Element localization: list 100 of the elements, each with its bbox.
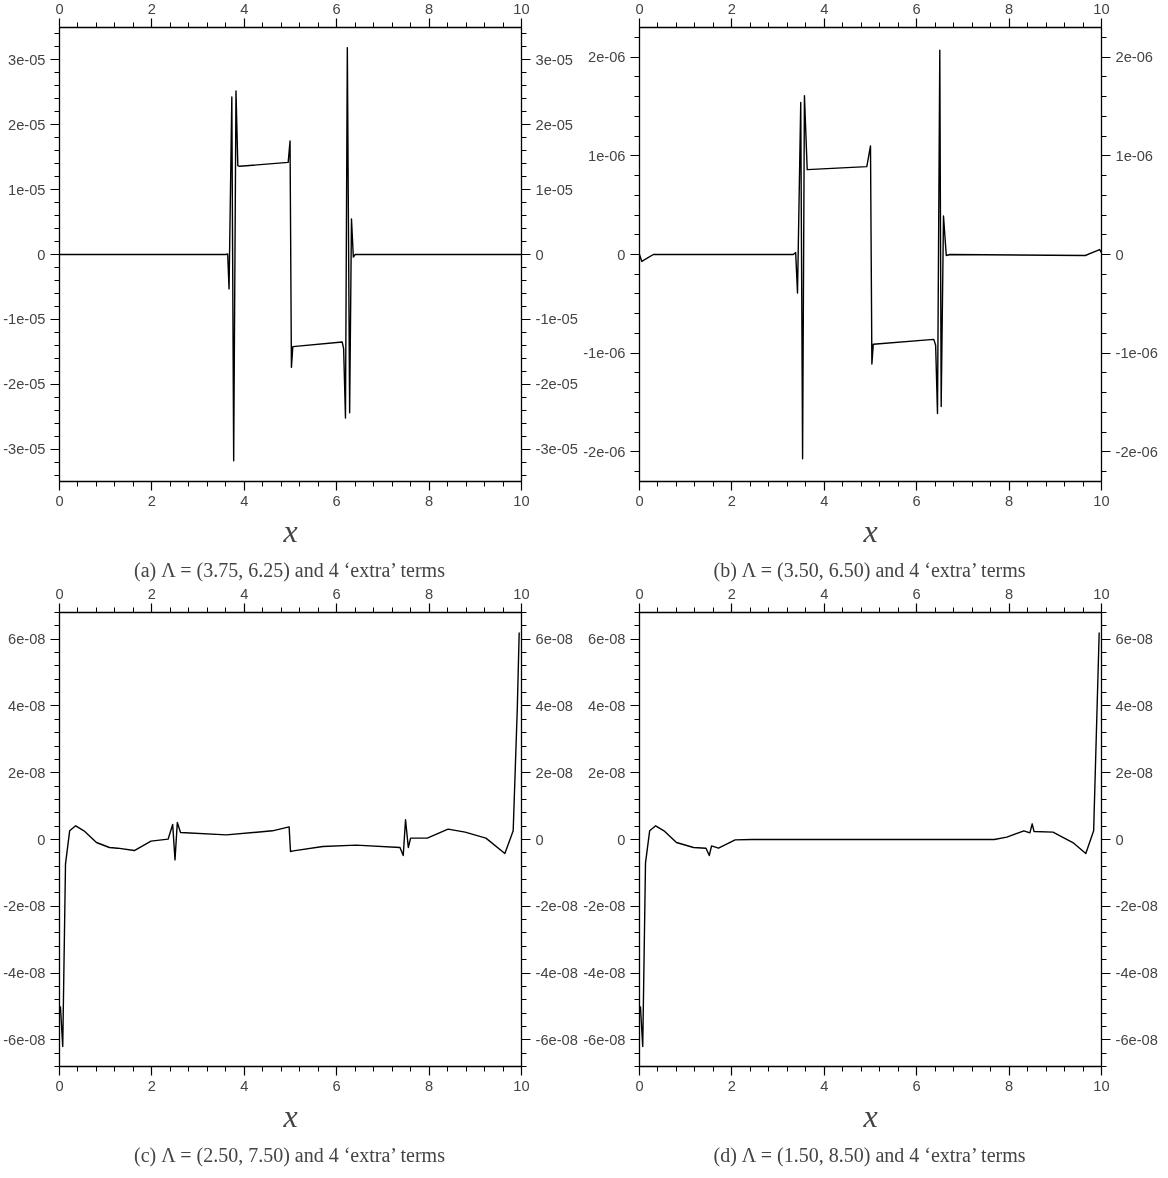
x-tick-label: 8 [1005, 0, 1014, 17]
y2-tick-label: 1e-05 [535, 181, 573, 198]
y2-tick-label: -2e-08 [1115, 898, 1158, 915]
y-tick-label: -3e-05 [3, 441, 46, 458]
x-tick-label: 0 [635, 0, 644, 17]
x2-tick-label: 10 [1093, 492, 1110, 509]
y-tick-label: -4e-08 [3, 965, 46, 982]
x2-tick-label: 6 [912, 492, 921, 509]
y2-tick-label: -3e-05 [535, 441, 578, 458]
x2-tick-label: 10 [513, 585, 530, 602]
y-tick-label: 1e-06 [588, 147, 626, 164]
x2-tick-label: 6 [332, 585, 341, 602]
y-tick-label: -2e-05 [3, 376, 46, 393]
y2-tick-label: -4e-08 [1115, 965, 1158, 982]
x2-tick-label: 0 [635, 492, 644, 509]
x2-tick-label: 2 [727, 492, 736, 509]
x2-tick-label: 4 [240, 492, 249, 509]
y2-tick-label: 4e-08 [535, 697, 573, 714]
y-tick-label: -2e-08 [583, 898, 626, 915]
x2-tick-label: 2 [147, 492, 156, 509]
x-axis-title: x [862, 1097, 878, 1134]
text: (b) Λ = (3.50, 6.50) and 4 ‘extra’ terms [713, 558, 1026, 582]
x2-tick-label: 2 [147, 585, 156, 602]
x-tick-label: 2 [147, 0, 156, 17]
x-tick-label: 6 [332, 1077, 341, 1094]
x-tick-label: 8 [425, 0, 434, 17]
y2-tick-label: 0 [1115, 831, 1124, 848]
x2-tick-label: 6 [912, 585, 921, 602]
y-tick-label: -2e-08 [3, 898, 46, 915]
y2-tick-label: -2e-05 [535, 376, 578, 393]
y2-tick-label: 3e-05 [535, 51, 573, 68]
x2-tick-label: 10 [1093, 585, 1110, 602]
y2-tick-label: -6e-08 [535, 1031, 578, 1048]
x-tick-label: 0 [635, 1077, 644, 1094]
x-tick-label: 10 [1093, 1077, 1110, 1094]
x-tick-label: 0 [55, 0, 64, 17]
x2-tick-label: 8 [425, 492, 434, 509]
y-tick-label: 2e-08 [588, 764, 626, 781]
x-tick-label: 10 [1093, 0, 1110, 17]
y2-tick-label: -1e-05 [535, 311, 578, 328]
y-tick-label: -2e-06 [583, 443, 626, 460]
x2-tick-label: 10 [513, 492, 530, 509]
y2-tick-label: 0 [1115, 246, 1124, 263]
x2-tick-label: 4 [240, 585, 249, 602]
x2-tick-label: 8 [1005, 585, 1014, 602]
y-tick-label: 1e-05 [8, 181, 46, 198]
x-tick-label: 4 [820, 1077, 829, 1094]
y2-tick-label: 0 [535, 246, 544, 263]
y2-tick-label: 2e-08 [1115, 764, 1153, 781]
x-tick-label: 6 [912, 0, 921, 17]
x-tick-label: 6 [332, 0, 341, 17]
y2-tick-label: -6e-08 [1115, 1031, 1158, 1048]
x-axis-title: x [282, 512, 298, 549]
y-tick-label: 0 [617, 246, 626, 263]
y2-tick-label: -2e-06 [1115, 443, 1158, 460]
x-axis-title: x [282, 1097, 298, 1134]
y-tick-label: 0 [617, 831, 626, 848]
y2-tick-label: 1e-06 [1115, 147, 1153, 164]
y-tick-label: 0 [37, 246, 46, 263]
y2-tick-label: 0 [535, 831, 544, 848]
y2-tick-label: -2e-08 [535, 898, 578, 915]
y-tick-label: 0 [37, 831, 46, 848]
x-tick-label: 0 [55, 1077, 64, 1094]
text: (a) Λ = (3.75, 6.25) and 4 ‘extra’ terms [134, 558, 446, 582]
y-tick-label: 2e-08 [8, 764, 46, 781]
x2-tick-label: 0 [635, 585, 644, 602]
x-tick-label: 4 [820, 0, 829, 17]
y-tick-label: 3e-05 [8, 51, 46, 68]
y-tick-label: 2e-06 [588, 49, 626, 66]
x-tick-label: 4 [240, 1077, 249, 1094]
y2-tick-label: 6e-08 [535, 631, 573, 648]
y-tick-label: -1e-06 [583, 345, 626, 362]
y-tick-label: -6e-08 [3, 1031, 46, 1048]
x2-tick-label: 8 [1005, 492, 1014, 509]
x2-tick-label: 0 [55, 492, 64, 509]
x-tick-label: 10 [513, 0, 530, 17]
y2-tick-label: -1e-06 [1115, 345, 1158, 362]
text: (c) Λ = (2.50, 7.50) and 4 ‘extra’ terms [134, 1143, 446, 1167]
y-tick-label: 2e-05 [8, 116, 46, 133]
x2-tick-label: 0 [55, 585, 64, 602]
x2-tick-label: 6 [332, 492, 341, 509]
x2-tick-label: 8 [425, 585, 434, 602]
x-tick-label: 6 [912, 1077, 921, 1094]
x-tick-label: 2 [727, 0, 736, 17]
x2-tick-label: 4 [820, 492, 829, 509]
y2-tick-label: 4e-08 [1115, 697, 1153, 714]
y-tick-label: 4e-08 [8, 697, 46, 714]
x-axis-title: x [862, 512, 878, 549]
x-tick-label: 8 [425, 1077, 434, 1094]
x-tick-label: 4 [240, 0, 249, 17]
y2-tick-label: 2e-08 [535, 764, 573, 781]
x2-tick-label: 4 [820, 585, 829, 602]
y-tick-label: 6e-08 [8, 631, 46, 648]
y-tick-label: -6e-08 [583, 1031, 626, 1048]
y2-tick-label: -4e-08 [535, 965, 578, 982]
y-tick-label: 4e-08 [588, 697, 626, 714]
x-tick-label: 10 [513, 1077, 530, 1094]
x-tick-label: 8 [1005, 1077, 1014, 1094]
x2-tick-label: 2 [727, 585, 736, 602]
x-tick-label: 2 [727, 1077, 736, 1094]
